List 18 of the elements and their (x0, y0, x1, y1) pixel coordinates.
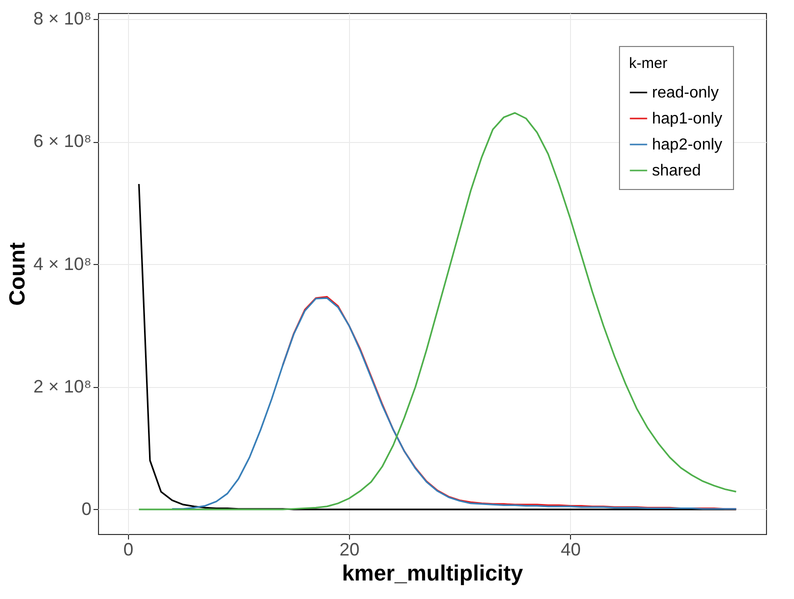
line-series (138, 112, 737, 510)
x-tick-label: 20 (340, 540, 360, 560)
y-tick-label: 6 × 10⁸ (33, 131, 92, 152)
legend-label: read-only (652, 84, 719, 102)
y-axis-title: Count (4, 242, 30, 306)
line-series (171, 297, 737, 510)
x-tick-label: 40 (560, 540, 581, 560)
y-tick-label: 8 × 10⁸ (33, 8, 92, 29)
legend-label: shared (652, 162, 701, 180)
y-tick-label: 4 × 10⁸ (33, 254, 92, 274)
line-series (138, 183, 737, 510)
x-axis-title: kmer_multiplicity (342, 560, 524, 586)
legend-title: k-mer (629, 55, 668, 72)
y-tick-label: 2 × 10⁸ (33, 376, 92, 396)
y-tick-label: 0 (81, 498, 92, 519)
x-tick-label: 0 (123, 540, 134, 560)
legend-label: hap1-only (652, 110, 722, 128)
legend-label: hap2-only (652, 136, 722, 154)
